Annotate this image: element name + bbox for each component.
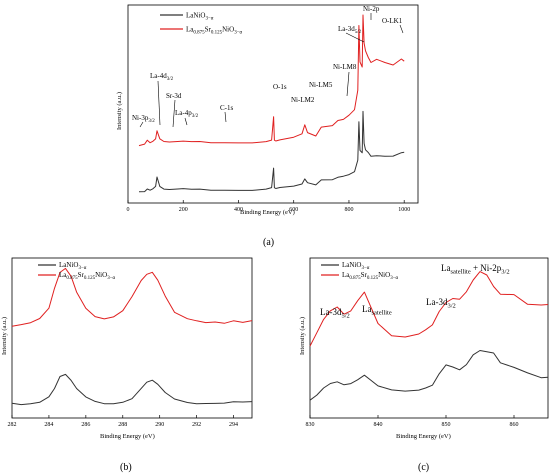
series-line (138, 14, 405, 147)
panel-b-ylabel: Intensity (a.u.) (1, 317, 8, 355)
panel-c-xlabel: Binding Energy (eV) (396, 433, 451, 440)
panel-c-label: (c) (418, 462, 429, 473)
legend-label-lasr: La0.875Sr0.125NiO3−α (186, 26, 243, 36)
x-tick-label: 200 (179, 207, 188, 213)
series-line (309, 350, 549, 401)
x-tick-label: 840 (374, 422, 383, 428)
panel-b-label: (b) (120, 462, 132, 473)
series-line (11, 373, 253, 406)
x-tick-label: 0 (127, 207, 130, 213)
panel-a-lines (138, 14, 405, 193)
panel-a-annotation-arrows (139, 13, 404, 128)
panel-c-x-ticks: 830 840 850 860 (306, 415, 519, 428)
panel-a-x-ticks: 0 200 400 600 800 1000 (127, 200, 410, 213)
panel-b-xlabel: Binding Energy (eV) (100, 433, 155, 440)
panel-a-ylabel: Intensity (a.u.) (116, 92, 123, 130)
panel-a-label: (a) (263, 237, 274, 248)
annotation-o1s: O-1s (273, 83, 287, 91)
series-line (138, 110, 405, 193)
legend-label-lanio3-c: LaNiO3−α (342, 261, 370, 271)
panel-a: 0 200 400 600 800 1000 LaNiO3−α La0.875Sr0.12… (116, 4, 419, 248)
panel-b-frame (11, 257, 253, 419)
legend-label-lanio3-b: LaNiO3−α (59, 261, 87, 271)
panel-b: 282 284 286 288 290 292 294 LaNiO3−α La0.875Sr… (1, 257, 253, 473)
annotation-nilm8: Ni-LM8 (333, 63, 357, 71)
annotation-nilm2: Ni-LM2 (291, 96, 315, 104)
legend-label-lasr-c: La0.875Sr0.125NiO3−α (342, 271, 399, 281)
x-tick-label: 282 (8, 422, 17, 428)
x-tick-label: 1000 (398, 207, 410, 213)
annotation-sr3d: Sr-3d (166, 92, 182, 100)
x-tick-label: 400 (234, 207, 243, 213)
x-tick-label: 800 (344, 207, 353, 213)
x-tick-label: 286 (81, 422, 90, 428)
annotation-la4p: La-4p3/2 (175, 109, 199, 119)
series-line (309, 271, 549, 347)
panel-c: 830 840 850 860 LaNiO3−α La0.875Sr0.125NiO3… (299, 257, 549, 473)
x-tick-label: 830 (306, 422, 315, 428)
annotation-la4d: La-4d3/2 (150, 72, 174, 82)
x-tick-label: 860 (510, 422, 519, 428)
x-tick-label: 284 (44, 422, 53, 428)
panel-a-frame (127, 4, 419, 204)
panel-b-x-ticks: 282 284 286 288 290 292 294 (8, 415, 238, 428)
panel-b-lines (11, 267, 253, 406)
series-line (11, 267, 253, 327)
annotation-la3d: La-3d5/2 (338, 25, 362, 35)
annotation-olk1: O-LK1 (382, 17, 403, 25)
annotation-nilm5: Ni-LM5 (309, 81, 333, 89)
annotation-lasat: Lasatellite (362, 304, 392, 317)
annotation-lasatni: Lasatellite + Ni-2p3/2 (441, 263, 510, 276)
panel-a-xlabel: Binding Energy (eV) (240, 209, 295, 216)
x-tick-label: 288 (118, 422, 127, 428)
annotation-ni2p: Ni-2p (363, 5, 380, 13)
x-tick-label: 294 (229, 422, 238, 428)
legend-label-lasr-b: La0.875Sr0.125NiO3−α (59, 271, 116, 281)
x-tick-label: 850 (442, 422, 451, 428)
panel-c-lines (309, 271, 549, 401)
annotation-c1s: C-1s (220, 104, 234, 112)
x-tick-label: 290 (155, 422, 164, 428)
x-tick-label: 292 (192, 422, 201, 428)
legend-label-lanio3: LaNiO3−α (186, 12, 214, 22)
annotation-ni3p: Ni-3p3/2 (132, 114, 155, 124)
panel-c-ylabel: Intensity (a.u.) (299, 317, 306, 355)
panel-c-frame (309, 257, 549, 419)
x-tick-label: 600 (289, 207, 298, 213)
